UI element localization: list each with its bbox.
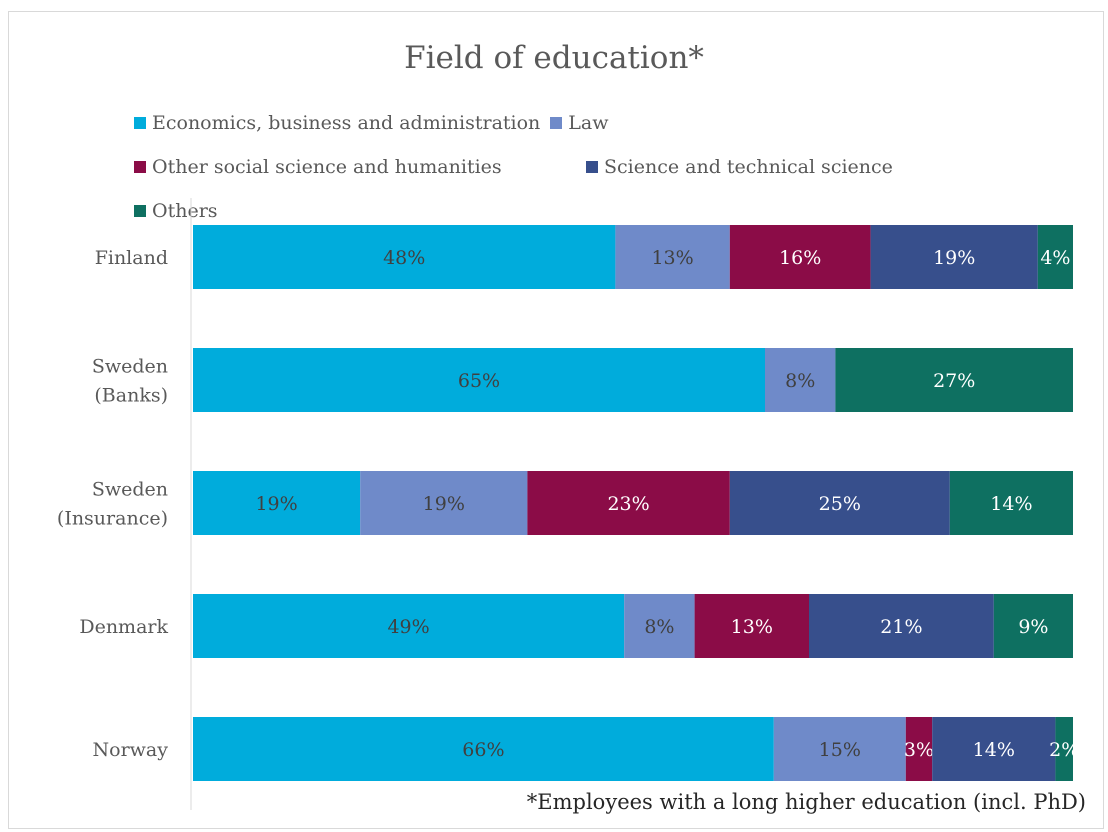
footnote: *Employees with a long higher education … xyxy=(526,790,1086,814)
data-label: 14% xyxy=(990,493,1032,515)
legend-item-social-science: Other social science and humanities xyxy=(134,156,576,178)
category-label-sweden-banks: Sweden (Banks) xyxy=(92,356,168,407)
bar-norway-economics-business-and-administration xyxy=(193,717,774,781)
bar-denmark-other-social-science-and-humanities xyxy=(694,594,809,658)
bar-denmark-science-and-technical-science xyxy=(809,594,994,658)
legend-swatch-law xyxy=(550,117,563,129)
bar-sweden-insurance-science-and-technical-science xyxy=(729,471,950,535)
data-label: 48% xyxy=(383,247,425,269)
data-label: 13% xyxy=(651,247,693,269)
legend-label-others: Others xyxy=(152,200,218,222)
data-label: 9% xyxy=(1018,616,1048,638)
bar-finland-law xyxy=(615,225,730,289)
bar-finland-other-social-science-and-humanities xyxy=(729,225,871,289)
legend-swatch-social-science xyxy=(134,161,146,173)
category-label-line: Denmark xyxy=(79,616,168,638)
bar-sweden-insurance-economics-business-and-administration xyxy=(193,471,361,535)
data-label: 14% xyxy=(973,739,1015,761)
data-label: 8% xyxy=(785,370,815,392)
legend-swatch-science xyxy=(586,161,598,173)
bar-denmark-others xyxy=(993,594,1073,658)
category-label-line: Sweden xyxy=(92,356,168,378)
category-label-line: (Banks) xyxy=(94,385,168,407)
bar-denmark-law xyxy=(624,594,695,658)
bar-sweden-insurance-others xyxy=(949,471,1073,535)
legend-label-social-science: Other social science and humanities xyxy=(152,156,502,178)
data-label: 3% xyxy=(904,739,934,761)
legend-item-science: Science and technical science xyxy=(586,156,893,178)
bar-norway-science-and-technical-science xyxy=(932,717,1056,781)
data-label: 13% xyxy=(731,616,773,638)
category-label-line: Sweden xyxy=(92,479,168,501)
legend-row: Others xyxy=(134,196,228,226)
bar-norway-law xyxy=(773,717,906,781)
legend-swatch-economics xyxy=(134,117,146,129)
legend-item-law: Law xyxy=(550,112,609,134)
bar-finland-others xyxy=(1037,225,1073,289)
legend-row: Economics, business and administration L… xyxy=(134,108,619,138)
data-label: 66% xyxy=(462,739,504,761)
legend-row: Other social science and humanities Scie… xyxy=(134,152,903,182)
category-label-line: Norway xyxy=(93,739,169,761)
data-label: 19% xyxy=(255,493,297,515)
data-label: 4% xyxy=(1040,247,1070,269)
bar-finland-economics-business-and-administration xyxy=(193,225,616,289)
data-label: 19% xyxy=(423,493,465,515)
bar-norway-others xyxy=(1055,717,1073,781)
category-label-line: Finland xyxy=(95,247,168,269)
data-label: 49% xyxy=(387,616,429,638)
data-label: 19% xyxy=(933,247,975,269)
bar-sweden-banks-economics-business-and-administration xyxy=(193,348,765,412)
data-label: 21% xyxy=(880,616,922,638)
bar-sweden-banks-law xyxy=(765,348,836,412)
category-label-finland: Finland xyxy=(95,247,168,269)
category-label-sweden-insurance: Sweden (Insurance) xyxy=(57,479,168,530)
legend-item-others: Others xyxy=(134,200,218,222)
bar-sweden-insurance-law xyxy=(360,471,528,535)
bar-sweden-banks-others xyxy=(835,348,1073,412)
data-label: 25% xyxy=(819,493,861,515)
bar-sweden-insurance-other-social-science-and-humanities xyxy=(527,471,730,535)
legend-swatch-others xyxy=(134,205,146,217)
bar-finland-science-and-technical-science xyxy=(870,225,1038,289)
data-label: 27% xyxy=(933,370,975,392)
data-label: 23% xyxy=(607,493,649,515)
legend-label-economics: Economics, business and administration xyxy=(152,112,541,134)
bar-denmark-economics-business-and-administration xyxy=(193,594,625,658)
chart-title: Field of education* xyxy=(404,40,704,76)
category-label-denmark: Denmark xyxy=(79,616,168,638)
category-label-line: (Insurance) xyxy=(57,508,168,530)
category-label-norway: Norway xyxy=(93,739,169,761)
data-label: 15% xyxy=(819,739,861,761)
legend-label-law: Law xyxy=(568,112,609,134)
data-label: 16% xyxy=(779,247,821,269)
data-label: 8% xyxy=(644,616,674,638)
legend-label-science: Science and technical science xyxy=(604,156,893,178)
data-label: 65% xyxy=(458,370,500,392)
data-label: 2% xyxy=(1049,739,1079,761)
bar-norway-other-social-science-and-humanities xyxy=(905,717,933,781)
legend-item-economics: Economics, business and administration xyxy=(134,112,540,134)
